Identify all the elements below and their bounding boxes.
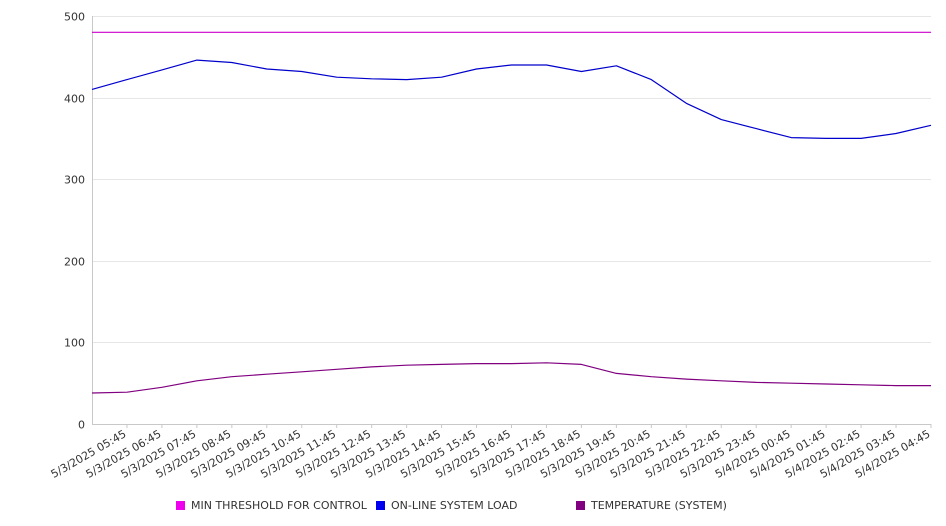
legend-item-temperature: TEMPERATURE (SYSTEM) bbox=[576, 499, 727, 512]
x-tick-labels: 5/3/2025 05:455/3/2025 06:455/3/2025 07:… bbox=[49, 427, 933, 481]
legend-swatch-min-threshold bbox=[176, 501, 185, 510]
chart-legend: MIN THRESHOLD FOR CONTROL ON-LINE SYSTEM… bbox=[0, 499, 946, 513]
legend-swatch-system-load bbox=[376, 501, 385, 510]
y-tick-label: 300 bbox=[64, 174, 85, 187]
y-tick-label: 200 bbox=[64, 256, 85, 269]
y-tick-label: 0 bbox=[78, 419, 85, 432]
y-tick-label: 500 bbox=[64, 11, 85, 24]
y-tick-label: 400 bbox=[64, 93, 85, 106]
legend-item-system-load: ON-LINE SYSTEM LOAD bbox=[376, 499, 517, 512]
y-tick-label: 100 bbox=[64, 337, 85, 350]
legend-item-min-threshold: MIN THRESHOLD FOR CONTROL bbox=[176, 499, 367, 512]
legend-label-system-load: ON-LINE SYSTEM LOAD bbox=[391, 499, 518, 512]
legend-label-temperature: TEMPERATURE (SYSTEM) bbox=[591, 499, 727, 512]
series-line-2 bbox=[91, 362, 931, 394]
legend-swatch-temperature bbox=[576, 501, 585, 510]
axes bbox=[92, 16, 932, 428]
series-lines bbox=[91, 31, 932, 394]
y-tick-labels: 0 100 200 300 400 500 bbox=[64, 11, 85, 432]
series-line-1 bbox=[91, 59, 932, 139]
legend-label-min-threshold: MIN THRESHOLD FOR CONTROL bbox=[191, 499, 367, 512]
